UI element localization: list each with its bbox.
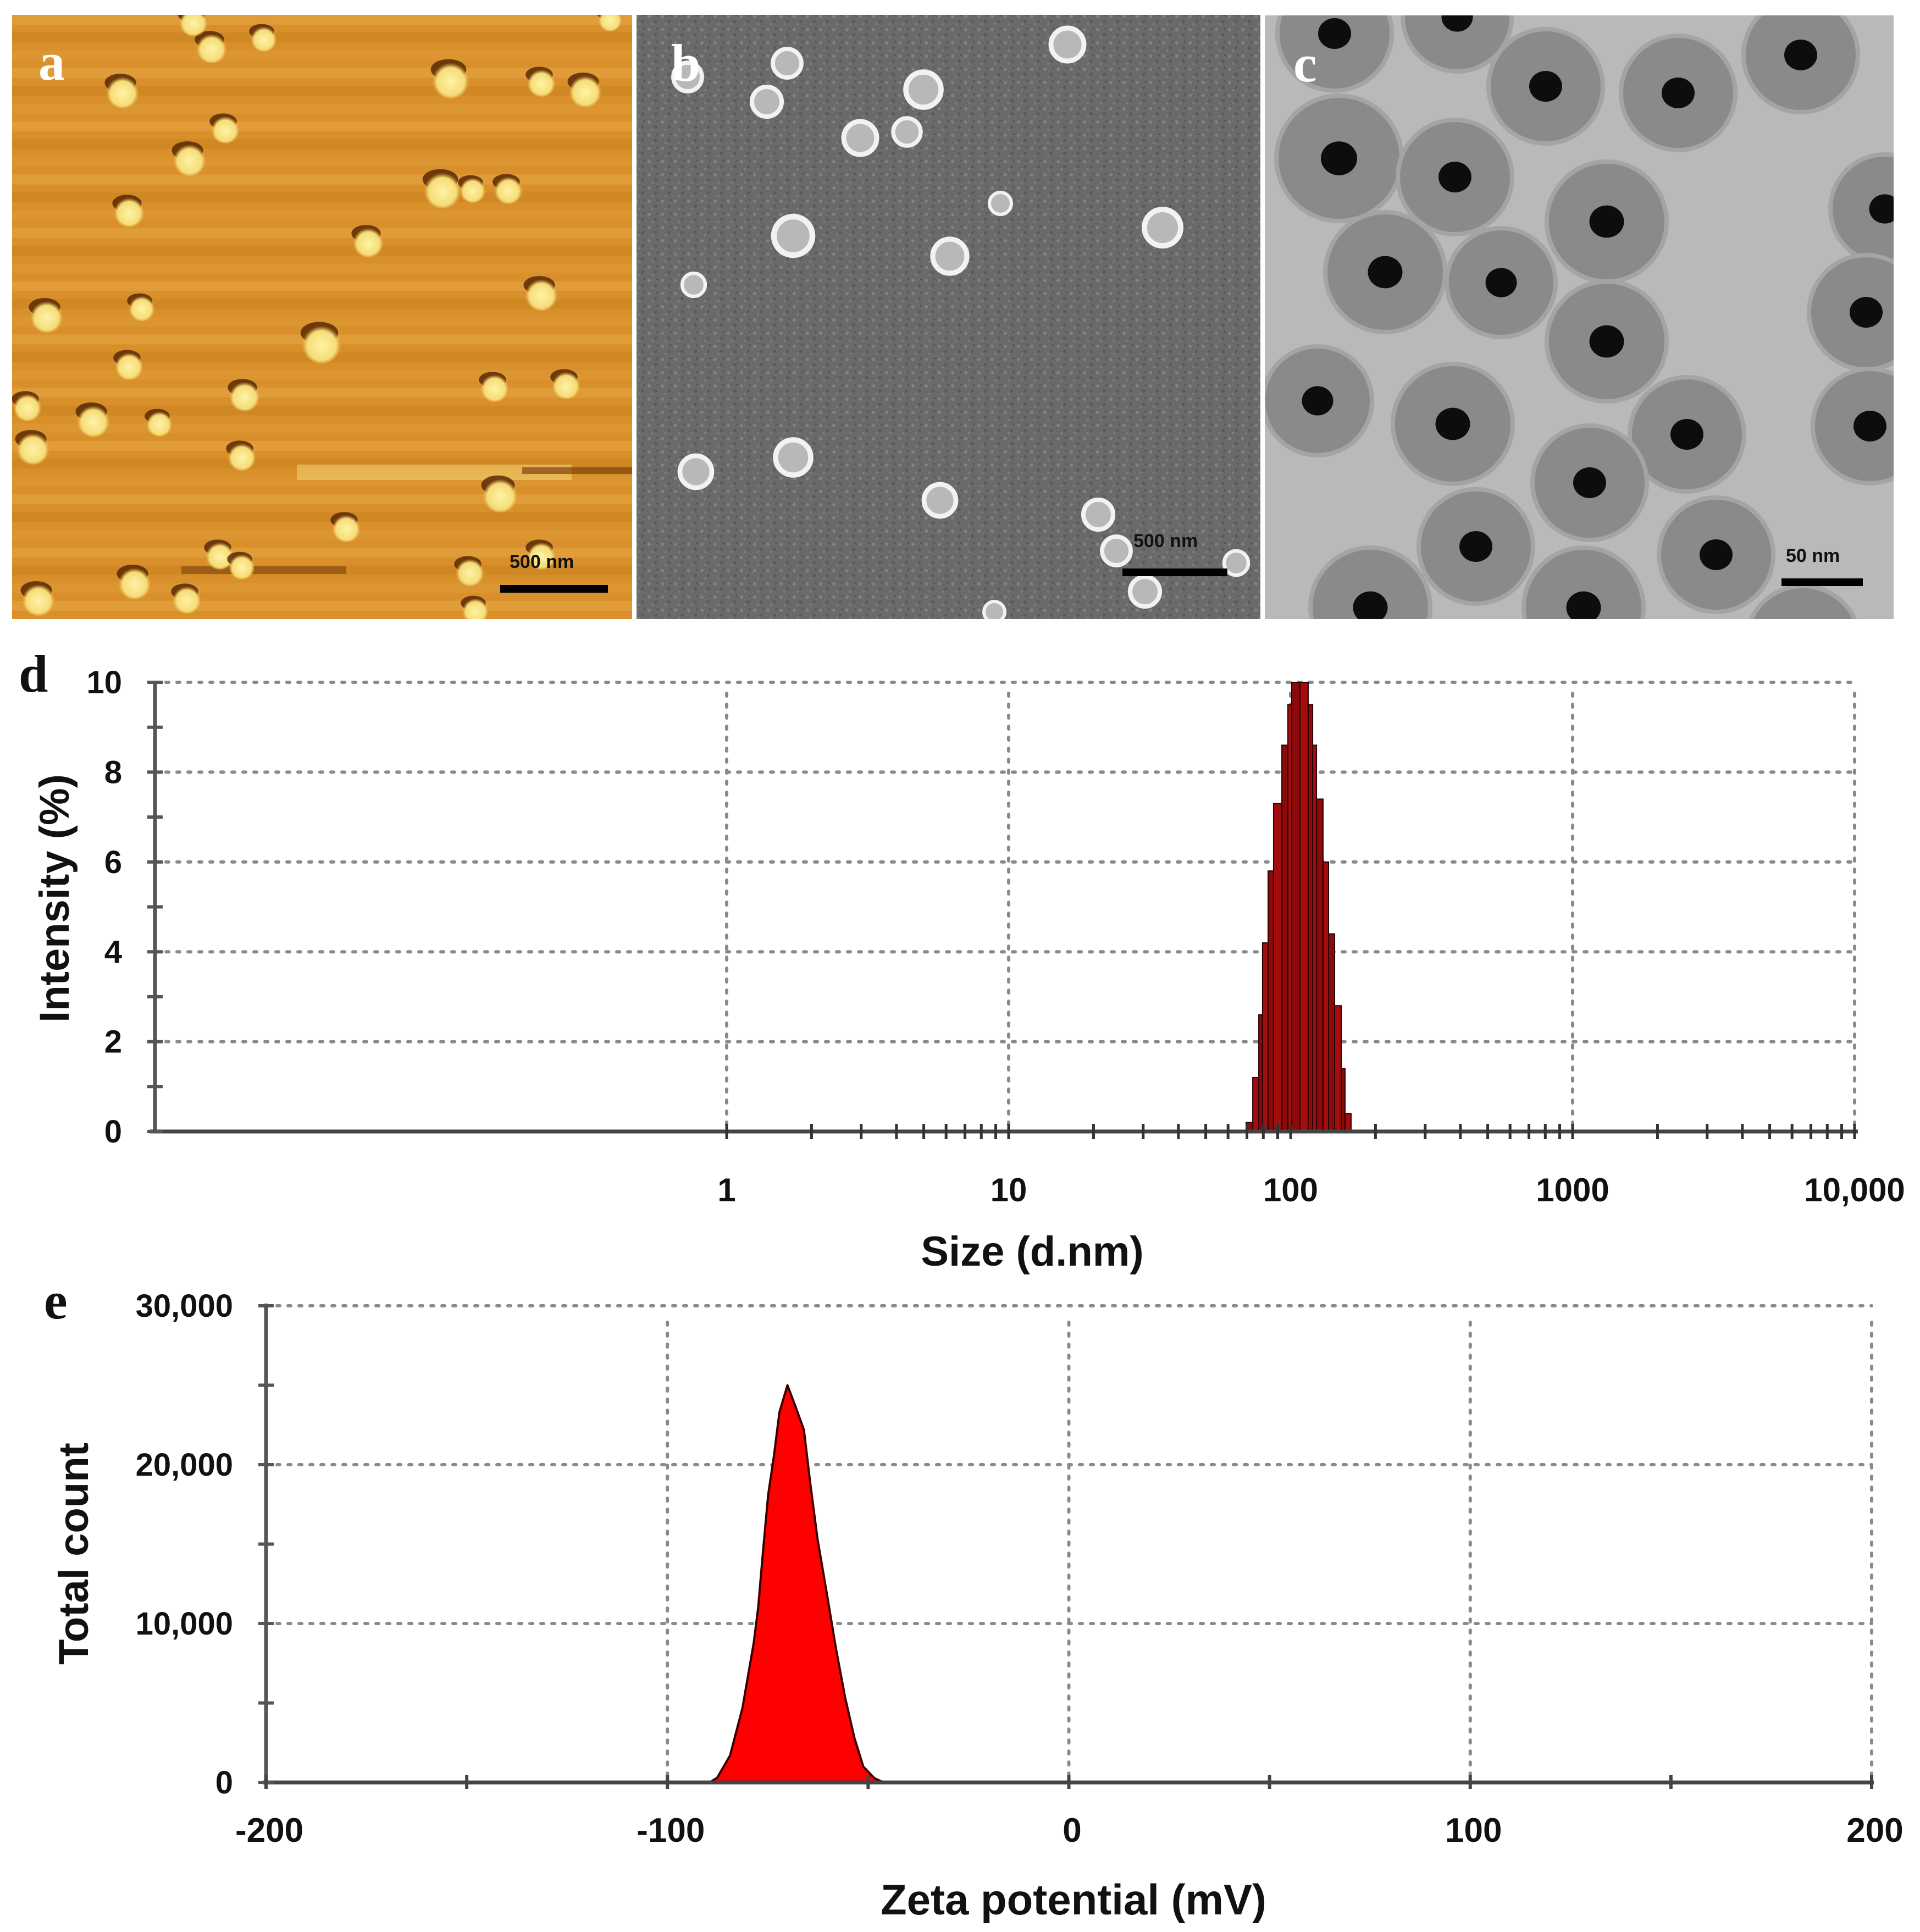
svg-text:Zeta potential (mV): Zeta potential (mV) [881, 1875, 1266, 1924]
svg-text:100: 100 [1263, 1172, 1318, 1208]
svg-text:10,000: 10,000 [136, 1606, 233, 1642]
svg-text:10,000: 10,000 [1804, 1172, 1905, 1208]
svg-text:20,000: 20,000 [136, 1447, 233, 1483]
svg-text:100: 100 [1445, 1812, 1502, 1850]
svg-text:4: 4 [104, 934, 122, 970]
svg-text:30,000: 30,000 [136, 1288, 233, 1324]
svg-text:-200: -200 [235, 1812, 303, 1850]
afm-micrograph [12, 15, 632, 619]
sem-micrograph [637, 15, 1260, 619]
panel-label-e: e [44, 1271, 68, 1330]
svg-text:Intensity (%): Intensity (%) [31, 774, 78, 1023]
scale-bar-label-a: 500 nm [510, 551, 574, 572]
scale-bar-c [1781, 578, 1863, 586]
svg-text:Total count: Total count [51, 1443, 97, 1665]
sem-image-panel: b 500 nm [637, 15, 1260, 619]
panel-label-b: b [671, 34, 701, 92]
svg-text:-100: -100 [637, 1812, 705, 1850]
svg-text:0: 0 [1063, 1812, 1081, 1850]
svg-text:0: 0 [104, 1114, 122, 1150]
svg-text:0: 0 [215, 1765, 233, 1801]
scale-bar-label-b: 500 nm [1133, 531, 1198, 551]
svg-text:10: 10 [86, 665, 122, 700]
afm-image-panel: a 500 nm [12, 15, 632, 619]
tem-image-panel: c 50 nm [1265, 15, 1894, 619]
panel-label-a: a [38, 32, 65, 91]
scale-bar-label-c: 50 nm [1786, 545, 1840, 566]
svg-text:2: 2 [104, 1024, 122, 1060]
tem-micrograph [1265, 15, 1894, 619]
svg-text:6: 6 [104, 844, 122, 880]
svg-text:200: 200 [1846, 1812, 1903, 1850]
size-distribution-chart: 0 2 4 6 8 10 1 10 100 1000 10,000 Size (d.nm) Intens… [31, 665, 1905, 1275]
panel-label-d: d [19, 644, 48, 703]
panel-label-c: c [1293, 34, 1317, 93]
scale-bar-a [500, 585, 608, 593]
zeta-potential-chart: 0 10,000 20,000 30,000 -200 -100 0 100 200 Zeta p… [51, 1288, 1904, 1924]
svg-text:8: 8 [104, 754, 122, 790]
svg-text:Size (d.nm): Size (d.nm) [921, 1228, 1143, 1275]
svg-text:1: 1 [717, 1172, 735, 1208]
svg-text:1000: 1000 [1536, 1172, 1609, 1208]
scale-bar-b [1122, 568, 1227, 576]
svg-text:10: 10 [991, 1172, 1027, 1208]
